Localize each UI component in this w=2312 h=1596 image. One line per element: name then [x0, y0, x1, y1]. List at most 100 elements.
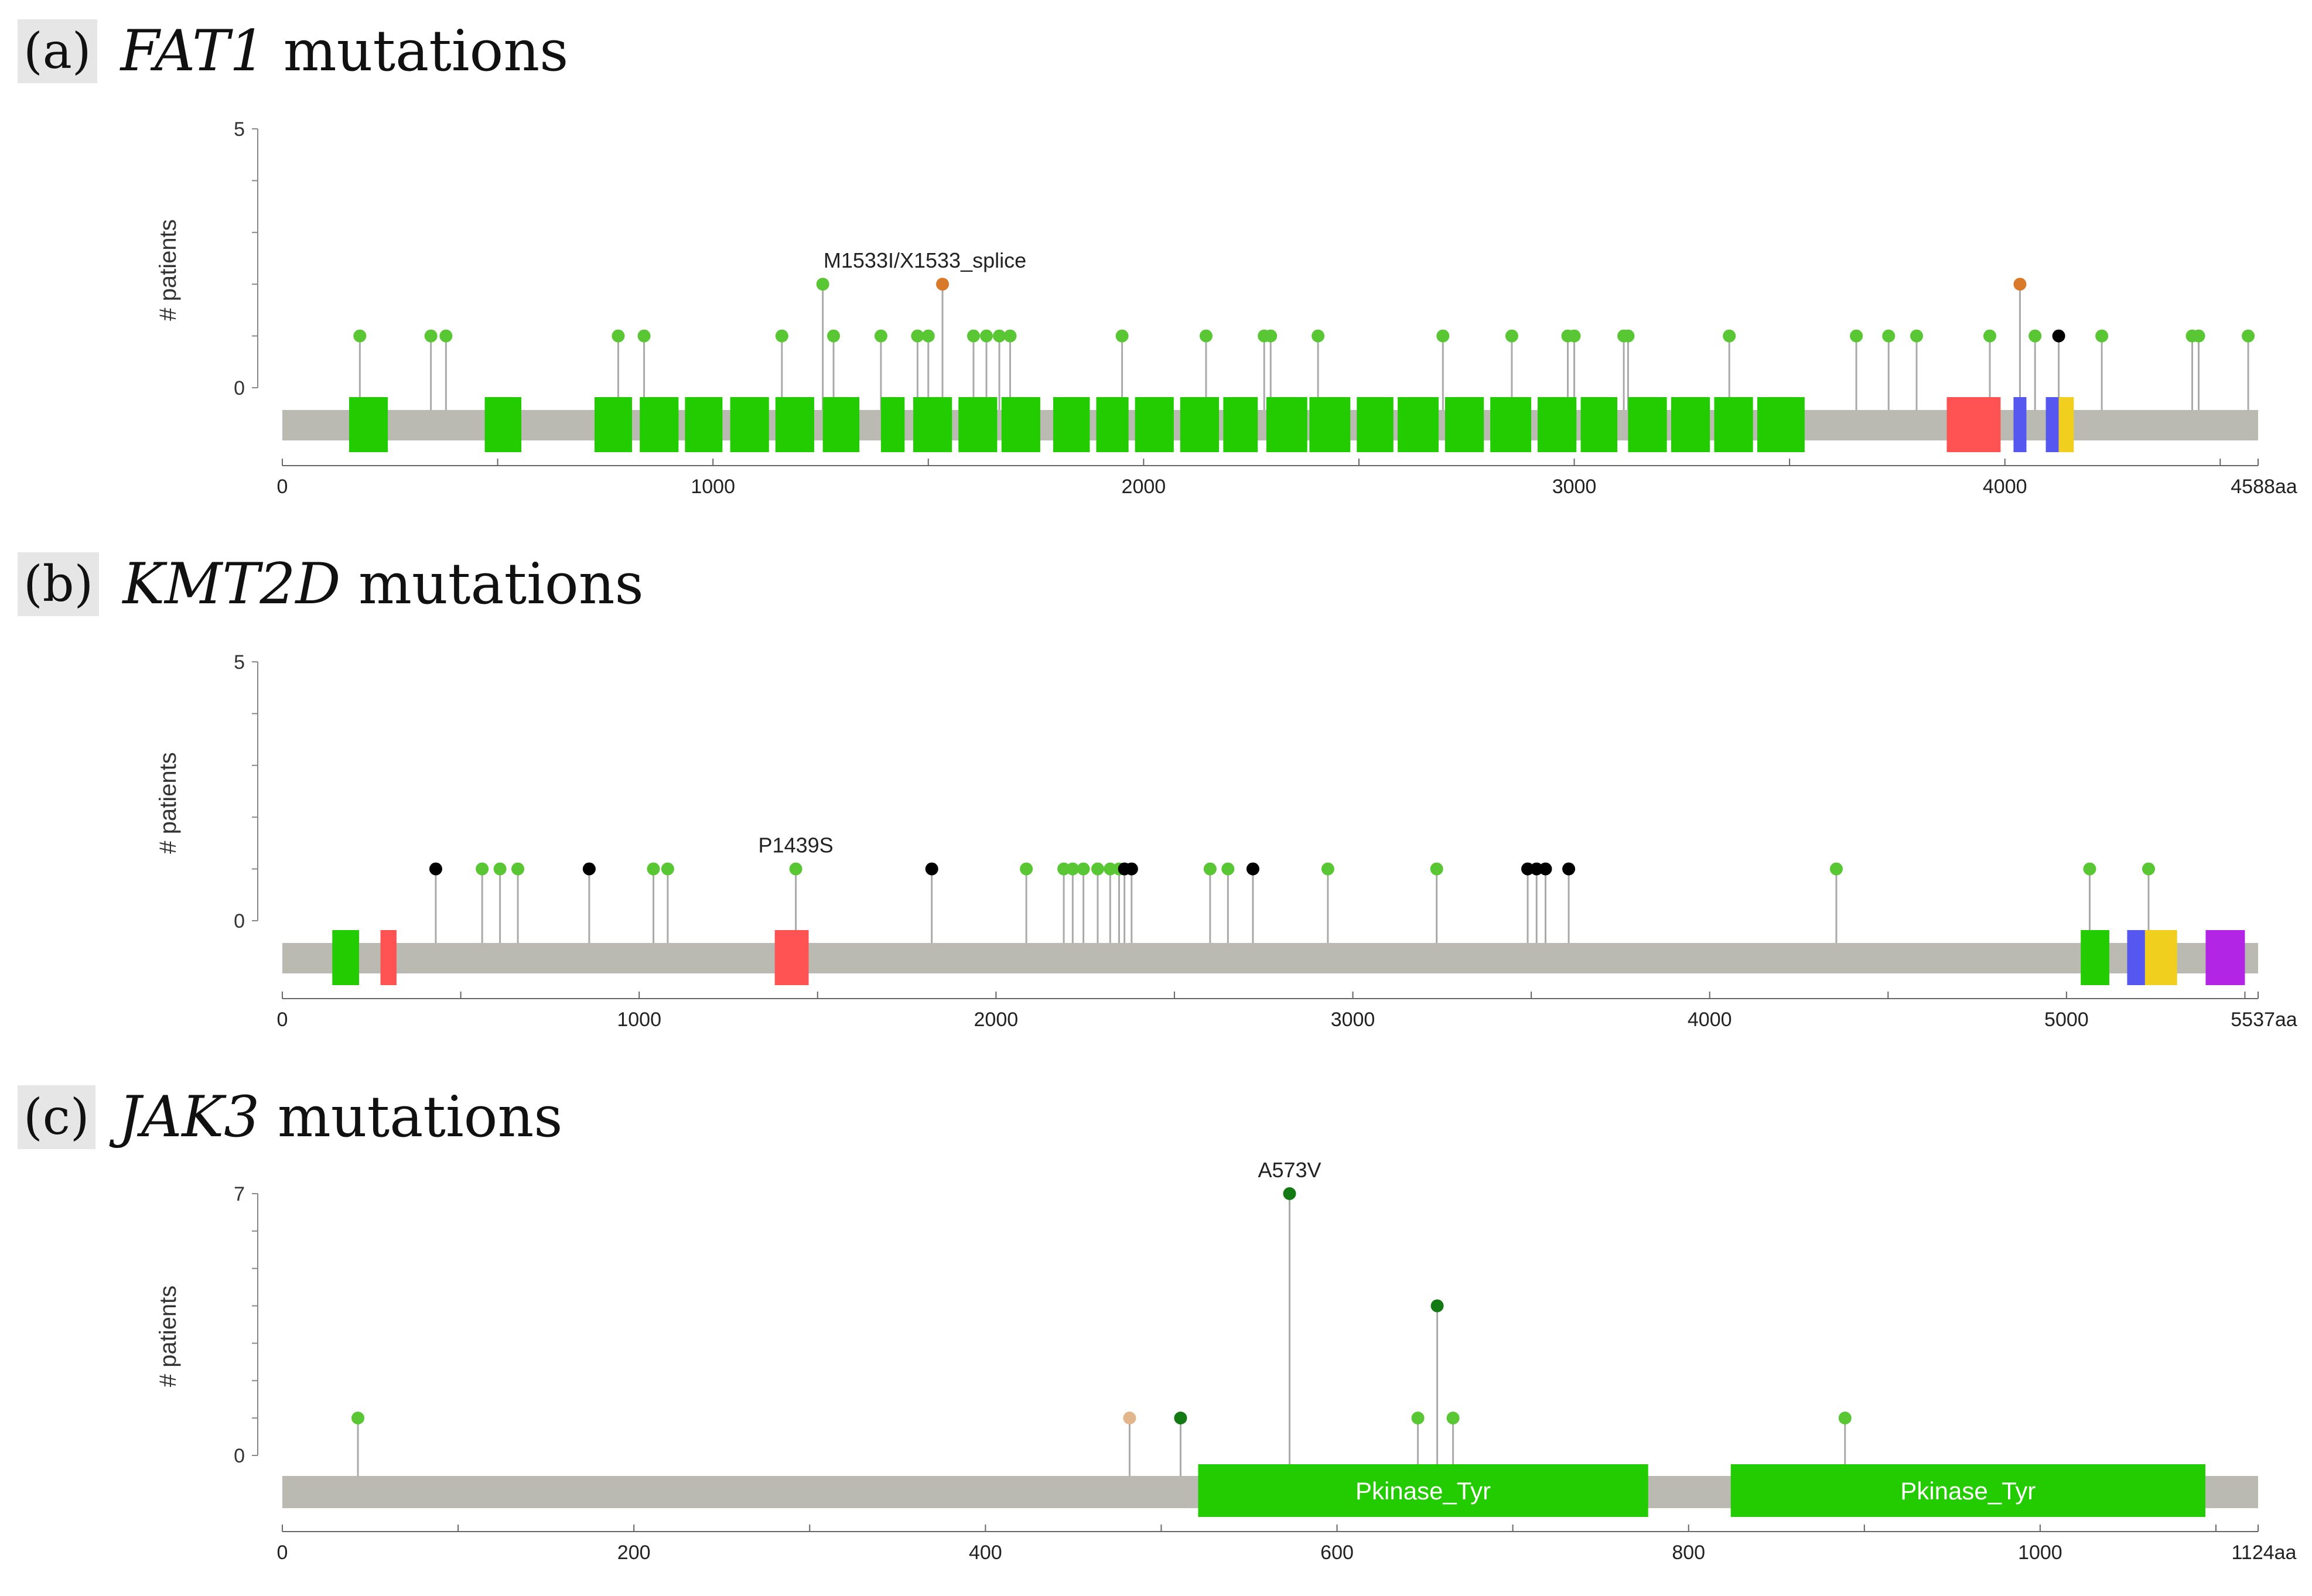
protein-domain [1309, 397, 1351, 452]
protein-domain [1628, 397, 1667, 452]
lollipop-head [661, 862, 674, 876]
lollipop-head [1057, 862, 1071, 876]
panel-1: 0 5 # patients 0 1000 2000 3000 4000 5000 5537aa P… [155, 651, 2297, 1031]
lollipop-head [967, 329, 980, 343]
lollipop-head [827, 329, 841, 343]
protein-domain [1357, 397, 1394, 452]
panel-title: KMT2D mutations [122, 551, 643, 618]
panel-letter: (b) [18, 552, 100, 616]
protein-domain [1671, 397, 1710, 452]
lollipop-head [1203, 862, 1217, 876]
protein-domain [380, 930, 397, 985]
lollipop-head [1446, 1412, 1460, 1425]
lollipop-head [1530, 862, 1543, 876]
lollipop-head [1246, 862, 1259, 876]
lollipop-head [2052, 329, 2065, 343]
lollipop-head [511, 862, 525, 876]
lollipop-head [775, 329, 788, 343]
lollipop-head [2242, 329, 2255, 343]
lollipop-head [1882, 329, 1896, 343]
x-tick-label: 1124aa [2232, 1542, 2297, 1564]
panel-b-header: (b) KMT2D mutations [18, 551, 644, 618]
lollipop-head [921, 329, 935, 343]
protein-domain [1135, 397, 1174, 452]
lollipop-head [647, 862, 660, 876]
protein-domain [1266, 397, 1307, 452]
protein-domain [1180, 397, 1220, 452]
lollipop-head [1123, 1412, 1136, 1425]
panel-0: 0 5 # patients 0 1000 2000 3000 4000 4588aa M1533… [155, 118, 2297, 498]
lollipop-head [1539, 862, 1552, 876]
lollipop-head [2095, 329, 2109, 343]
protein-domain [880, 397, 905, 452]
lollipop-head [936, 278, 950, 291]
title-suffix: mutations [358, 551, 644, 617]
protein-domain [1730, 1464, 2205, 1517]
protein-domain [1714, 397, 1753, 452]
x-tick-label: 400 [969, 1542, 1002, 1564]
y-axis-label: # patients [155, 752, 181, 853]
domain-label: Pkinase_Tyr [1355, 1477, 1491, 1505]
protein-domain [1490, 397, 1532, 452]
protein-domain [822, 397, 860, 452]
y-tick-label: 5 [234, 118, 245, 141]
lollipop-head [1115, 329, 1129, 343]
x-tick-label: 1000 [617, 1009, 661, 1031]
x-tick-label: 3000 [1331, 1009, 1375, 1031]
protein-domain [332, 930, 359, 985]
x-tick-label: 1000 [691, 476, 735, 498]
lollipop-head [1562, 862, 1576, 876]
x-tick-label: 0 [277, 476, 288, 498]
protein-domain [2045, 397, 2059, 452]
lollipop-head [1174, 1412, 1187, 1425]
lollipop-head [1723, 329, 1736, 343]
protein-domain [2081, 930, 2109, 985]
lollipop-head [2013, 278, 2027, 291]
protein-domain [913, 397, 952, 452]
lollipop-head [2028, 329, 2042, 343]
lollipop-head [424, 329, 438, 343]
lollipop-head [925, 862, 938, 876]
x-tick-label: 600 [1320, 1542, 1354, 1564]
panel-a-header: (a) FAT1 mutations [18, 18, 568, 85]
lollipop-head [1199, 329, 1213, 343]
lollipop-head [1283, 1187, 1296, 1200]
lollipop-head [439, 329, 453, 343]
lollipop-head [2083, 862, 2096, 876]
lollipop-head [1125, 862, 1138, 876]
lollipop-head [1521, 862, 1535, 876]
y-tick-label: 5 [234, 651, 245, 674]
lollipop-head [1621, 329, 1635, 343]
lollipop-head [2142, 862, 2155, 876]
x-tick-label: 4000 [1688, 1009, 1732, 1031]
lollipop-head [1221, 862, 1235, 876]
lollipop-head [429, 862, 442, 876]
x-tick-label: 0 [277, 1542, 288, 1564]
lollipop-head [1567, 329, 1581, 343]
protein-domain [640, 397, 679, 452]
protein-domain [1001, 397, 1040, 452]
x-tick-label: 3000 [1552, 476, 1597, 498]
panel-letter: (a) [18, 19, 97, 83]
lollipop-head [1264, 329, 1278, 343]
lollipop-head [1312, 329, 1325, 343]
protein-domain [775, 397, 814, 452]
mutation-annotation: A573V [1258, 1158, 1321, 1182]
protein-backbone [282, 943, 2258, 973]
protein-domain [1398, 397, 1439, 452]
protein-domain [2013, 397, 2027, 452]
protein-domain [1096, 397, 1129, 452]
lollipop-head [993, 329, 1006, 343]
protein-domain [349, 397, 388, 452]
protein-domain [484, 397, 522, 452]
x-tick-label: 5000 [2044, 1009, 2089, 1031]
lollipop-head [1505, 329, 1518, 343]
protein-domain [1946, 397, 2001, 452]
lollipop-head [1077, 862, 1090, 876]
protein-domain [2144, 930, 2177, 985]
lollipop-head [1829, 862, 1843, 876]
x-tick-label: 1000 [2018, 1542, 2062, 1564]
panel-letter: (c) [18, 1085, 95, 1149]
y-tick-label: 0 [234, 910, 245, 932]
protein-domain [1444, 397, 1484, 452]
